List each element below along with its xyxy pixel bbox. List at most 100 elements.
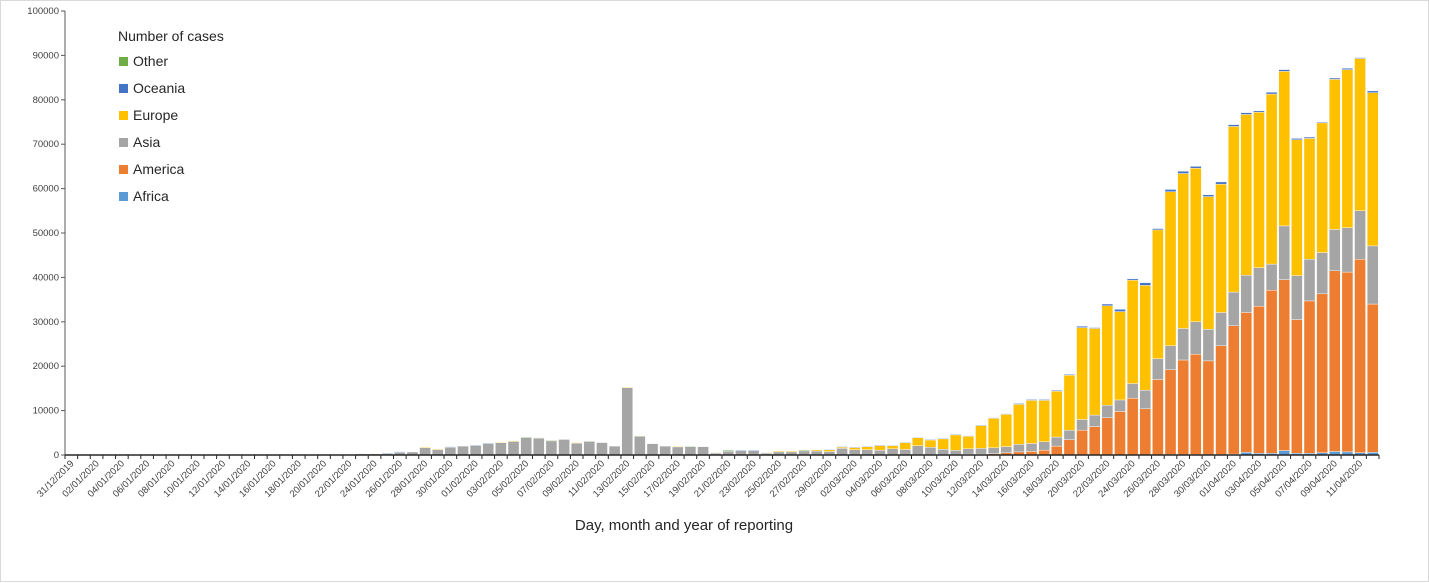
bar-stack-10/03/2020 xyxy=(950,434,962,456)
bar-stack-30/03/2020 xyxy=(1202,194,1215,456)
bar-stack-15/02/2020 xyxy=(646,443,659,456)
bar-asia-03/04/2020 xyxy=(1253,267,1265,307)
bar-asia-06/02/2020 xyxy=(533,437,545,456)
bar-asia-12/03/2020 xyxy=(975,448,987,455)
bar-stack-26/03/2020 xyxy=(1152,228,1164,456)
bar-stack-08/03/2020 xyxy=(924,439,937,456)
bar-america-21/03/2020 xyxy=(1089,426,1101,456)
bar-asia-30/01/2020 xyxy=(444,446,457,456)
bar-europe-15/03/2020 xyxy=(1013,404,1025,445)
bar-oceania-27/03/2020 xyxy=(1164,189,1177,192)
bar-asia-28/03/2020 xyxy=(1177,328,1189,361)
bar-asia-18/02/2020 xyxy=(684,446,697,456)
bar-europe-30/03/2020 xyxy=(1202,196,1215,330)
bar-stack-29/02/2020 xyxy=(823,449,836,456)
bar-other-18/02/2020 xyxy=(684,445,697,447)
bar-europe-25/03/2020 xyxy=(1139,285,1151,391)
bar-oceania-18/03/2020 xyxy=(1051,390,1063,392)
bar-stack-11/04/2020 xyxy=(1354,57,1366,456)
legend-label-oceania: Oceania xyxy=(133,80,185,96)
bar-asia-21/03/2020 xyxy=(1089,414,1101,427)
bar-stack-04/03/2020 xyxy=(874,444,886,456)
bar-oceania-22/03/2020 xyxy=(1101,303,1114,307)
bar-america-20/03/2020 xyxy=(1076,429,1088,456)
bar-asia-10/02/2020 xyxy=(583,441,596,456)
bar-asia-18/03/2020 xyxy=(1051,436,1063,447)
legend-label-asia: Asia xyxy=(133,134,160,150)
bar-other-27/02/2020 xyxy=(798,449,810,452)
bar-america-29/03/2020 xyxy=(1190,354,1202,455)
legend-swatch-asia xyxy=(119,138,128,147)
bars xyxy=(65,57,1379,456)
bar-asia-04/04/2020 xyxy=(1265,263,1278,291)
bar-america-05/04/2020 xyxy=(1278,279,1290,451)
bar-europe-02/04/2020 xyxy=(1240,114,1253,276)
bar-stack-08/02/2020 xyxy=(558,439,570,456)
bar-oceania-24/03/2020 xyxy=(1126,278,1139,281)
bar-stack-06/02/2020 xyxy=(533,437,545,456)
bar-asia-07/03/2020 xyxy=(912,445,924,455)
bar-other-21/02/2020 xyxy=(722,450,735,452)
bar-stack-11/03/2020 xyxy=(962,435,975,456)
y-tick-label: 0 xyxy=(54,450,59,461)
bar-stack-28/01/2020 xyxy=(419,446,431,456)
bar-stack-03/03/2020 xyxy=(861,445,874,456)
bar-asia-19/02/2020 xyxy=(697,446,709,456)
bar-europe-05/04/2020 xyxy=(1278,71,1290,227)
bar-europe-12/04/2020 xyxy=(1366,92,1379,247)
bar-asia-10/04/2020 xyxy=(1341,227,1354,273)
bar-oceania-26/03/2020 xyxy=(1152,228,1164,231)
bar-stack-06/03/2020 xyxy=(899,441,911,456)
bar-asia-05/04/2020 xyxy=(1278,225,1290,280)
bar-stack-30/01/2020 xyxy=(444,446,457,456)
bar-stack-11/02/2020 xyxy=(596,442,608,456)
bar-asia-03/02/2020 xyxy=(495,442,507,456)
bar-stack-18/03/2020 xyxy=(1051,390,1063,456)
bar-oceania-01/02/2020 xyxy=(469,444,482,446)
bar-stack-09/03/2020 xyxy=(937,438,949,456)
bar-oceania-28/03/2020 xyxy=(1177,171,1189,174)
bar-asia-02/04/2020 xyxy=(1240,274,1253,313)
bar-oceania-05/04/2020 xyxy=(1278,69,1290,72)
y-tick-label: 10000 xyxy=(33,406,59,417)
bar-asia-08/04/2020 xyxy=(1316,252,1328,295)
bar-stack-31/03/2020 xyxy=(1215,181,1227,456)
bar-america-25/03/2020 xyxy=(1139,408,1151,456)
bar-asia-12/04/2020 xyxy=(1366,245,1379,305)
bar-europe-12/03/2020 xyxy=(975,425,987,449)
bar-asia-11/04/2020 xyxy=(1354,210,1366,260)
y-tick-label: 80000 xyxy=(33,95,59,106)
legend-swatch-america xyxy=(119,165,128,174)
bar-stack-02/04/2020 xyxy=(1240,112,1253,456)
bar-asia-15/03/2020 xyxy=(1013,444,1025,453)
bar-europe-29/01/2020 xyxy=(432,448,444,450)
bar-asia-01/02/2020 xyxy=(469,445,482,456)
bar-oceania-23/03/2020 xyxy=(1114,309,1126,312)
bar-other-07/02/2020 xyxy=(545,440,558,442)
bar-america-18/03/2020 xyxy=(1051,445,1063,456)
bar-other-20/02/2020 xyxy=(709,452,722,454)
bar-europe-14/03/2020 xyxy=(1000,414,1012,447)
y-tick-label: 100000 xyxy=(27,6,59,17)
bar-america-04/04/2020 xyxy=(1265,290,1278,454)
bar-america-19/03/2020 xyxy=(1063,439,1076,456)
bar-oceania-19/03/2020 xyxy=(1063,374,1076,376)
bar-stack-05/02/2020 xyxy=(520,436,532,456)
bar-europe-08/04/2020 xyxy=(1316,122,1328,253)
bar-america-09/04/2020 xyxy=(1329,270,1341,452)
legend-swatch-oceania xyxy=(119,84,128,93)
legend-label-america: America xyxy=(133,161,185,177)
bar-asia-29/03/2020 xyxy=(1190,321,1202,355)
bar-america-06/04/2020 xyxy=(1291,319,1303,454)
bar-asia-02/03/2020 xyxy=(848,449,861,456)
bar-asia-31/03/2020 xyxy=(1215,312,1227,346)
bar-asia-17/02/2020 xyxy=(672,446,684,456)
bar-europe-31/03/2020 xyxy=(1215,183,1227,313)
bar-stack-09/04/2020 xyxy=(1329,77,1341,456)
legend-label-europe: Europe xyxy=(133,107,178,123)
bar-asia-19/03/2020 xyxy=(1063,429,1076,440)
x-axis: 31/12/201902/01/202004/01/202006/01/2020… xyxy=(35,454,1380,500)
bar-oceania-21/03/2020 xyxy=(1089,327,1101,329)
bar-other-10/02/2020 xyxy=(583,440,596,442)
bar-stack-19/03/2020 xyxy=(1063,374,1076,456)
